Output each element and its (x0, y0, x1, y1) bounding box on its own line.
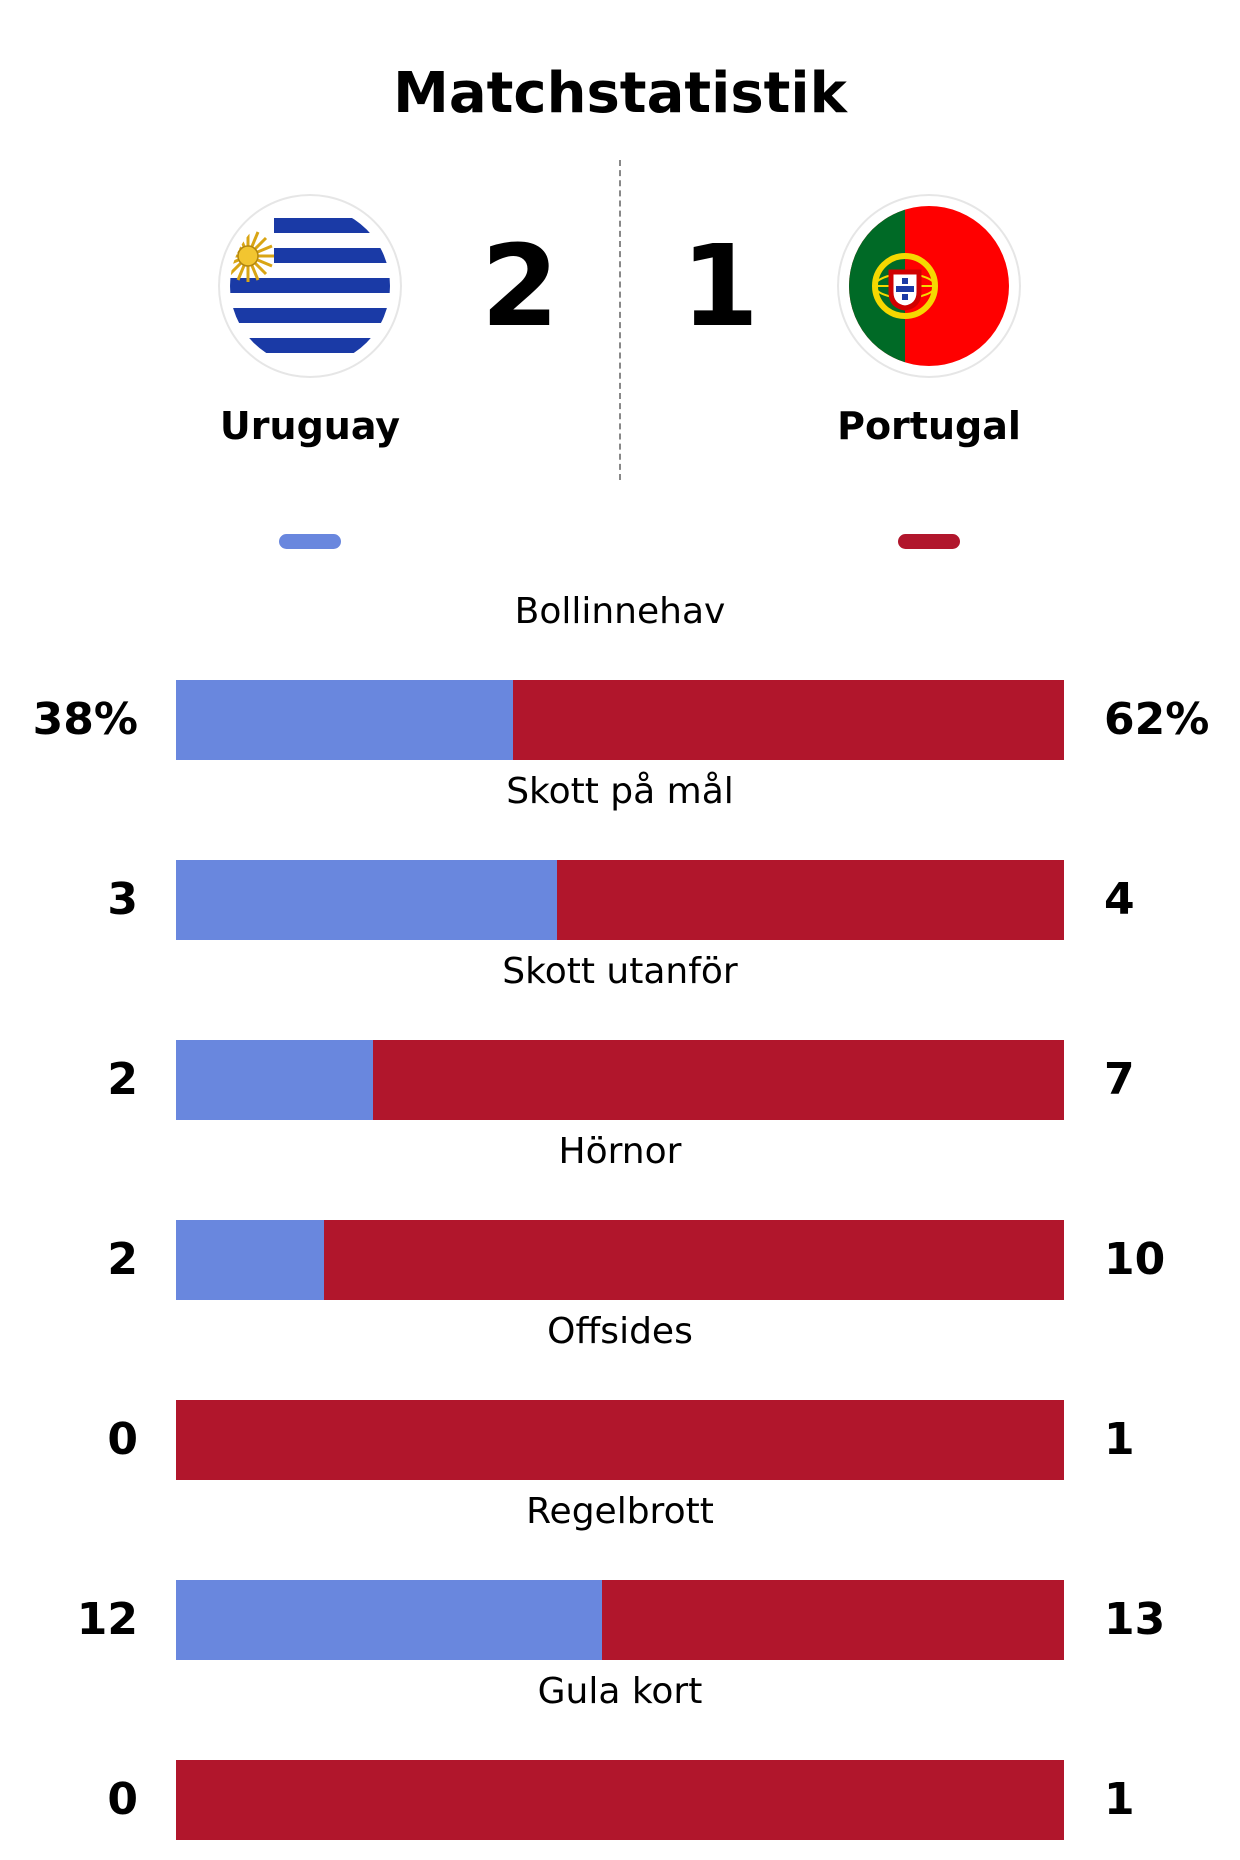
home-bar-segment (176, 1040, 374, 1120)
away-bar-segment (373, 1040, 1064, 1120)
portugal-flag-icon (839, 196, 1019, 376)
home-bar-segment (176, 1580, 603, 1660)
uruguay-flag-icon (220, 196, 400, 376)
stat-bar (176, 1400, 1064, 1480)
away-stat-value: 1 (1104, 1414, 1135, 1465)
stat-label: Gula kort (537, 1671, 703, 1712)
away-color-legend (898, 534, 960, 549)
home-stat-value: 2 (107, 1054, 138, 1105)
stat-label: Offsides (547, 1311, 693, 1352)
home-bar-segment (176, 860, 557, 940)
center-divider (619, 160, 621, 480)
away-score: 1 (681, 222, 759, 352)
stat-label: Regelbrott (526, 1491, 714, 1532)
away-stat-value: 4 (1104, 874, 1135, 925)
away-bar-segment (513, 680, 1064, 760)
away-bar-segment (323, 1220, 1064, 1300)
away-stat-value: 13 (1104, 1594, 1166, 1645)
page-title: Matchstatistik (393, 61, 847, 126)
home-score: 2 (481, 222, 559, 352)
away-stat-value: 1 (1104, 1774, 1135, 1825)
stat-bar (176, 1580, 1064, 1660)
away-stat-value: 62% (1104, 694, 1210, 745)
home-stat-value: 0 (107, 1774, 138, 1825)
stat-label: Skott på mål (506, 771, 734, 812)
away-stat-value: 7 (1104, 1054, 1135, 1105)
home-stat-value: 3 (107, 874, 138, 925)
stat-label: Skott utanför (502, 951, 738, 992)
away-bar-segment (176, 1760, 1064, 1840)
home-color-legend (279, 534, 341, 549)
home-stat-value: 38% (32, 694, 138, 745)
home-bar-segment (176, 680, 514, 760)
stat-label: Bollinnehav (514, 591, 726, 632)
home-stat-value: 2 (107, 1234, 138, 1285)
home-stat-value: 0 (107, 1414, 138, 1465)
stat-bar (176, 1220, 1064, 1300)
away-bar-segment (602, 1580, 1064, 1660)
away-bar-segment (556, 860, 1064, 940)
stat-bar (176, 860, 1064, 940)
stat-bar (176, 1040, 1064, 1120)
home-bar-segment (176, 1220, 324, 1300)
home-team-name: Uruguay (219, 404, 401, 448)
stat-label: Hörnor (558, 1131, 682, 1172)
home-stat-value: 12 (76, 1594, 138, 1645)
stat-bar (176, 1760, 1064, 1840)
away-team-name: Portugal (837, 404, 1021, 448)
away-bar-segment (176, 1400, 1064, 1480)
away-stat-value: 10 (1104, 1234, 1166, 1285)
stat-bar (176, 680, 1064, 760)
